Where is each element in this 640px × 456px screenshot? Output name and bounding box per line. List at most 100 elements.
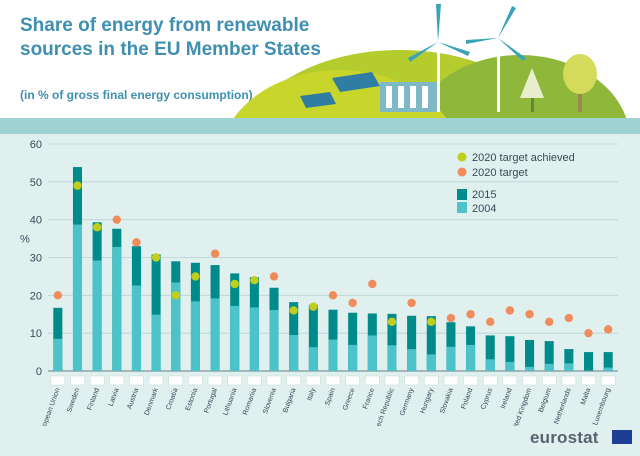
target-marker [545,317,554,327]
category-label: Austria [126,387,140,410]
target-marker [53,291,63,300]
bar-2004 [505,361,515,371]
flag-icon [365,375,380,386]
target-achieved-marker [171,291,180,300]
bar-2004 [289,335,299,371]
category-label: United Kingdom [510,387,534,426]
target-marker [269,272,279,281]
flag-icon [325,375,341,386]
flag-icon [207,375,223,386]
bar-2004 [53,338,63,371]
tree-icon [563,54,597,112]
bar-2004 [249,307,259,371]
category-label: Belgium [538,387,553,413]
bar-2004 [446,346,456,371]
page-subtitle: (in % of gross final energy consumption) [20,88,253,102]
flag-icon [443,375,459,386]
flag-icon [581,375,596,386]
category-label: France [362,387,376,410]
bar-2004 [328,339,338,371]
bar-2015 [525,339,535,371]
bar-2015 [308,304,318,371]
bar-2004 [466,344,476,371]
category-label: Italy [306,387,317,402]
bar-2004 [92,260,102,371]
bar-2015 [151,254,161,371]
bar-2004 [112,246,122,371]
legend: 2020 target achieved 2020 target 2015 2004 [457,152,575,215]
logo-text: eurostat [530,428,599,447]
bar-2004 [407,349,417,371]
category-label: Czech Republic [372,387,396,426]
target-marker [328,291,338,300]
target-marker [505,306,515,315]
header-band [0,118,640,134]
bar-2004 [230,305,240,371]
category-label: Spain [324,387,337,406]
bar-2015 [387,313,397,371]
flag-icon [70,375,85,386]
y-tick-label: 60 [30,139,42,151]
target-marker [348,298,357,308]
bar-2004 [544,363,554,371]
target-markers [53,181,613,338]
bar-2015 [446,322,456,371]
category-label: Germany [399,387,416,417]
category-label: Lithuania [222,387,238,416]
bar-2015 [583,352,594,371]
target-marker [584,328,593,338]
page-title: Share of energy from renewable sources i… [20,15,321,60]
target-achieved-marker [427,317,436,327]
target-marker [564,313,574,323]
header: Share of energy from renewable sources i… [0,0,640,118]
tree-icon [520,68,544,112]
y-tick-label: 30 [30,253,42,265]
y-tick-label: 20 [30,290,42,302]
category-label: Ireland [500,387,514,410]
flag-icon [188,375,203,386]
target-achieved-marker [92,223,102,232]
y-tick-label: 0 [36,366,42,378]
bar-2004 [426,354,436,371]
category-label: Cyprus [480,387,494,411]
category-label: Denmark [144,387,160,417]
category-label: Malta [580,387,592,406]
legend-achieved-marker [457,152,467,162]
bar-2015 [603,352,613,371]
bar-2015 [426,316,436,371]
flag-icon [463,375,478,386]
bar-2004 [564,363,574,371]
flag-icon [541,375,557,386]
wind-turbine-icon [408,4,470,112]
y-tick-label: 10 [30,328,42,340]
y-axis-label: % [20,234,30,246]
bar-2015 [485,335,495,371]
category-label: Bulgaria [282,387,297,414]
flag-icon [384,375,400,386]
target-marker [466,310,475,319]
target-marker [486,317,495,327]
y-tick-label: 50 [30,177,42,189]
category-label: Portugal [203,387,219,414]
bar-2004 [131,285,141,371]
target-marker [112,215,121,224]
bar-2004 [210,298,220,371]
category-label: Poland [460,387,474,410]
bar-2004 [367,335,377,371]
category-label: Sweden [66,387,81,413]
bar-2015 [564,349,574,371]
legend-achieved-label: 2020 target achieved [472,152,575,164]
target-marker [210,249,220,258]
category-label: Slovenia [262,387,278,415]
flag-icon [345,375,360,386]
eurostat-logo: eurostat [530,428,599,448]
target-achieved-marker [191,272,200,281]
bar-2015 [544,341,554,371]
target-achieved-marker [387,317,397,327]
bar-2004 [485,359,495,371]
legend-target-marker [457,167,467,177]
flag-icon [482,375,498,386]
flag-icon [306,375,321,386]
bar-2004 [171,282,181,371]
bar-2004 [603,367,613,371]
